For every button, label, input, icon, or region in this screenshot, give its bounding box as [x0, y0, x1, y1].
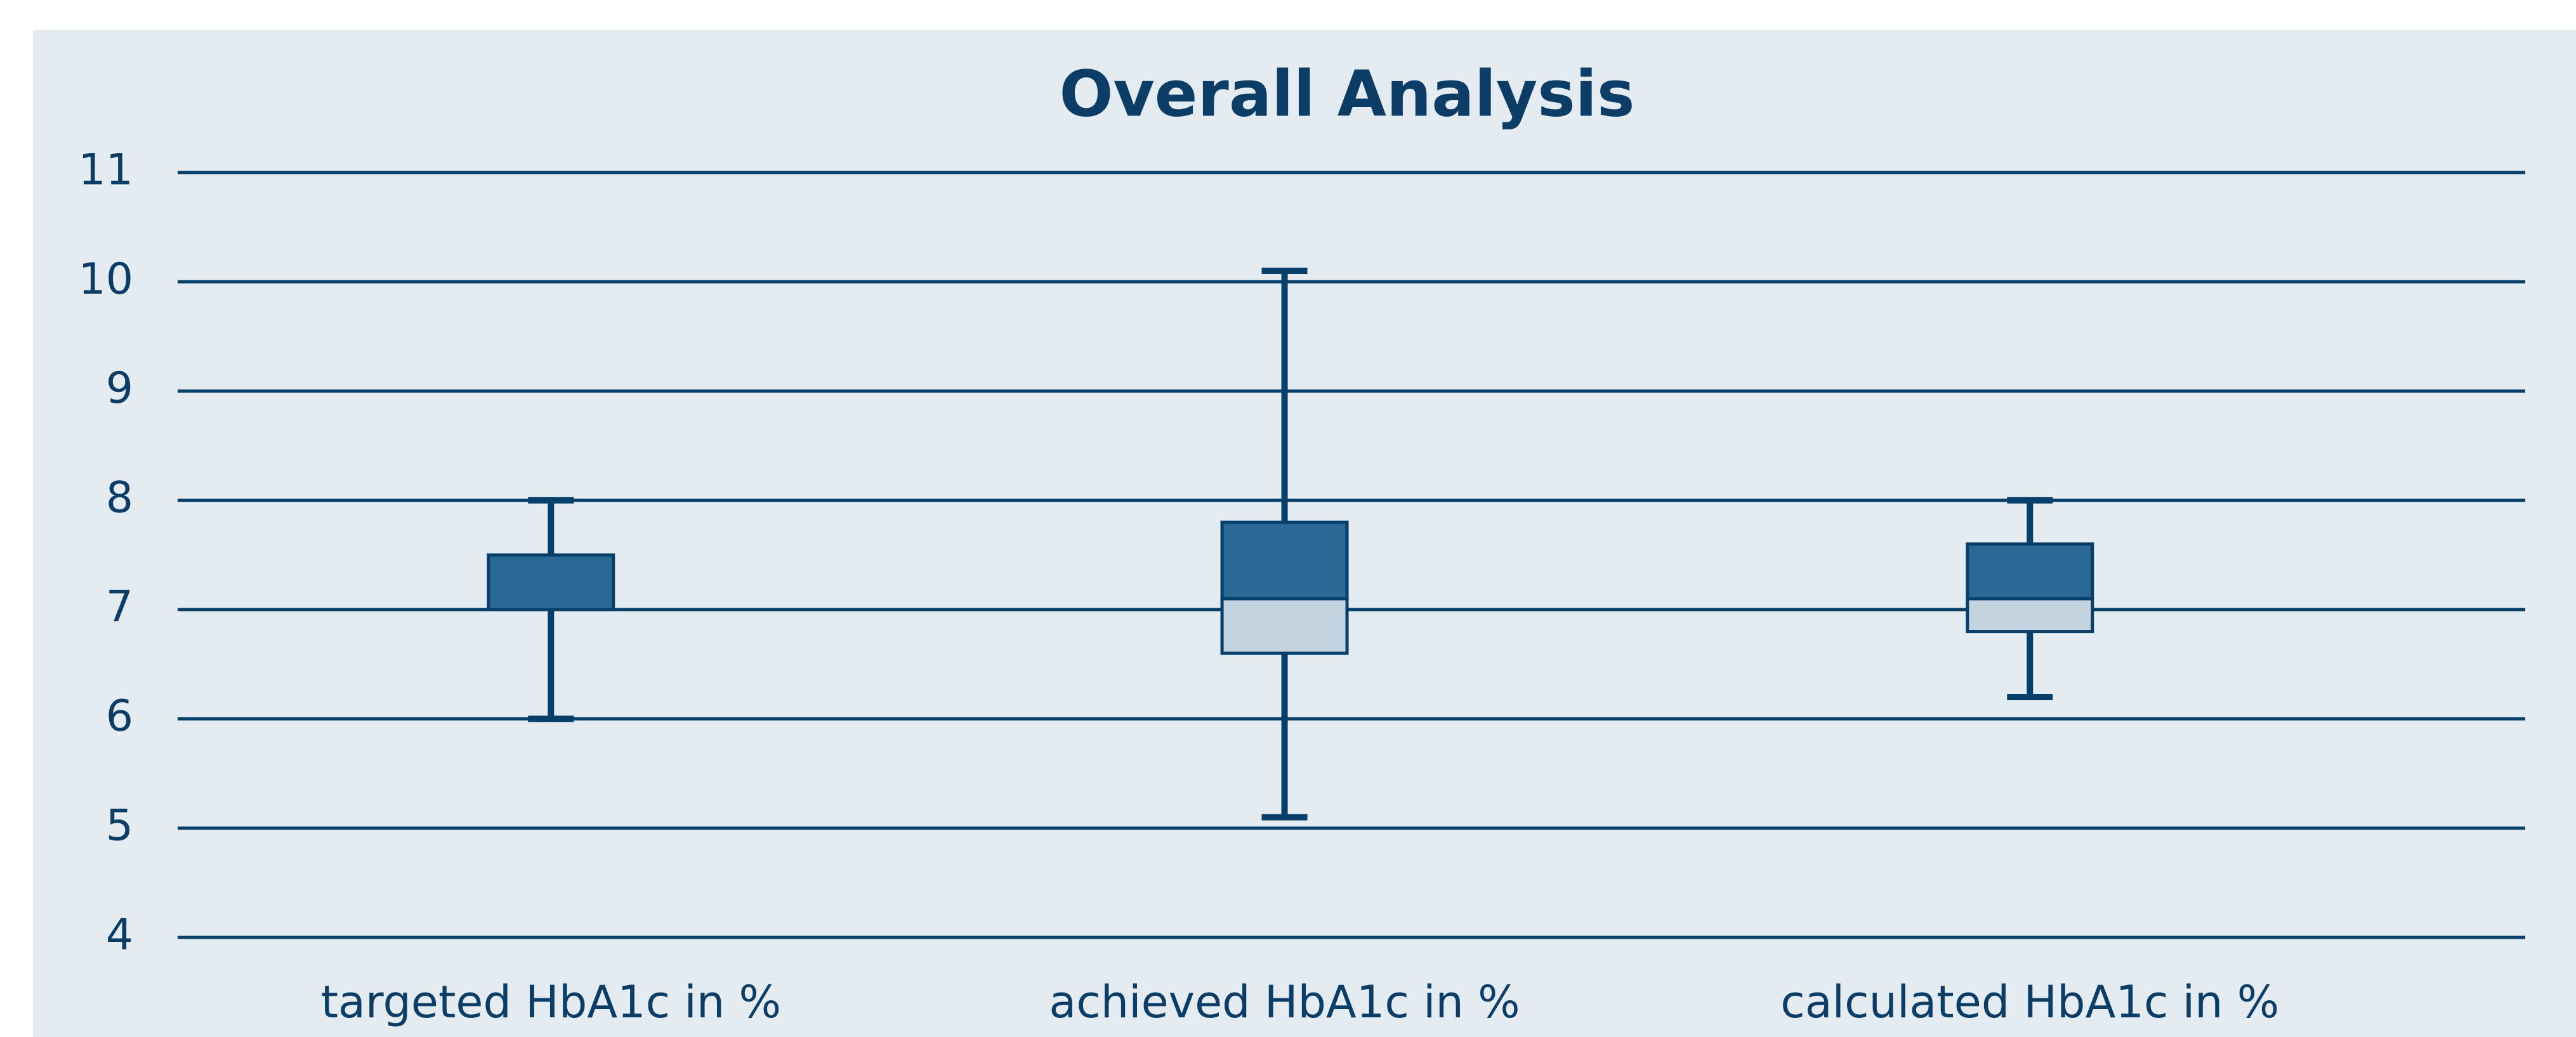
y-tick-label: 7	[106, 582, 133, 632]
y-tick-label: 5	[106, 800, 133, 851]
box-upper	[1220, 520, 1349, 601]
y-tick-label: 9	[106, 363, 133, 414]
chart-title: Overall Analysis	[1059, 56, 1634, 131]
box-lower	[1966, 597, 2094, 634]
y-tick-label: 6	[106, 691, 133, 741]
y-tick-label: 8	[106, 473, 133, 523]
box-upper	[487, 553, 615, 611]
x-tick-label: targeted HbA1c in %	[321, 976, 781, 1028]
y-tick-label: 11	[78, 145, 133, 195]
box-lower	[1220, 597, 1349, 655]
y-tick-label: 4	[106, 910, 133, 960]
y-tick-label: 10	[78, 254, 133, 304]
x-tick-label: calculated HbA1c in %	[1780, 976, 2279, 1028]
box-upper	[1966, 542, 2094, 601]
x-tick-label: achieved HbA1c in %	[1049, 976, 1520, 1028]
